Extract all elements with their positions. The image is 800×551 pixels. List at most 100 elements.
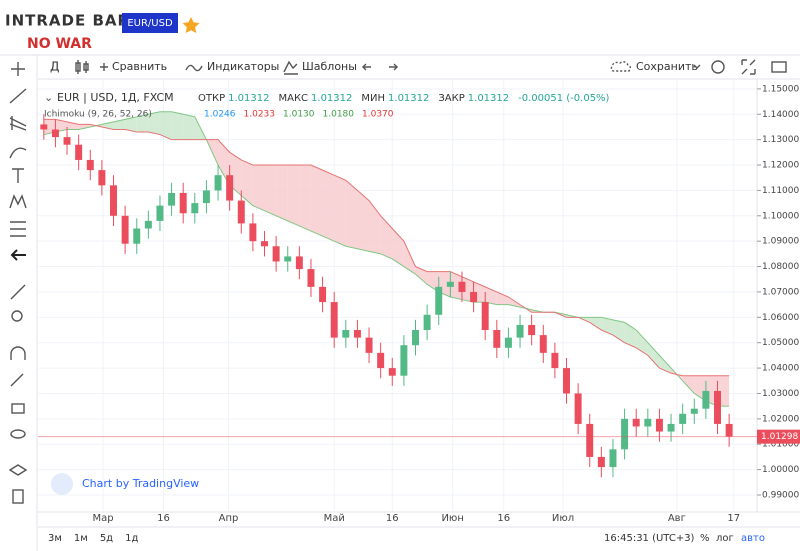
- candle-body: [214, 175, 222, 191]
- tool-eye[interactable]: [10, 429, 26, 439]
- candle-body: [446, 281, 454, 287]
- x-tick-label: Апр: [219, 513, 239, 524]
- tool-pattern[interactable]: [9, 194, 27, 209]
- interval[interactable]: Д: [50, 60, 59, 74]
- candle-body: [586, 423, 594, 457]
- candle-body: [435, 286, 443, 315]
- screenshot[interactable]: [771, 61, 787, 73]
- tool-text[interactable]: [12, 168, 24, 183]
- y-tick-label: 1.07000: [762, 287, 799, 297]
- cloud-fill: [589, 317, 602, 331]
- scale-option[interactable]: авто: [741, 533, 765, 544]
- legend-toggle[interactable]: ⌄: [44, 91, 53, 104]
- legend-field-label: ОТКР: [198, 93, 225, 104]
- tool-trash[interactable]: [12, 489, 24, 504]
- range-button[interactable]: 1м: [74, 533, 88, 544]
- tool-predict[interactable]: [10, 221, 26, 237]
- compare-icon[interactable]: [100, 63, 108, 71]
- cloud-fill: [136, 114, 149, 133]
- tool-fib[interactable]: [9, 116, 27, 131]
- candle-body: [412, 330, 419, 346]
- candle-body: [388, 368, 396, 376]
- candle-body: [202, 190, 210, 204]
- watermark-icon[interactable]: [51, 473, 73, 495]
- tool-magnet[interactable]: [10, 346, 26, 360]
- plot: 0.99000 1.00000 1.01000 1.02000 1.03000 1.040…: [38, 80, 800, 524]
- save[interactable]: Сохранить: [636, 60, 698, 73]
- y-tick-label: 1.12000: [762, 161, 799, 171]
- logo[interactable]: INTRADE BAR: [5, 12, 130, 30]
- range-button[interactable]: 3м: [48, 533, 62, 544]
- candle-body: [551, 352, 559, 369]
- candle-body: [121, 215, 129, 244]
- cloud-fill: [148, 111, 160, 135]
- watermark[interactable]: Chart by TradingView: [82, 477, 199, 490]
- candle-body: [75, 144, 83, 160]
- candle-body: [644, 418, 652, 427]
- candle-body: [481, 302, 489, 331]
- candle-body: [667, 423, 675, 432]
- redo[interactable]: [389, 63, 398, 71]
- range-button[interactable]: 1д: [125, 533, 138, 544]
- cloud-fill: [496, 291, 509, 305]
- x-tick-label: Июл: [552, 513, 574, 524]
- y-tick-label: 1.01000: [762, 440, 799, 450]
- pair-label[interactable]: EUR/USD: [127, 18, 173, 29]
- candle-body: [110, 185, 117, 216]
- cloud-fill: [264, 165, 277, 216]
- tool-zoom[interactable]: [11, 310, 23, 322]
- cloud-fill: [659, 355, 672, 374]
- y-tick-label: 1.06000: [762, 313, 799, 323]
- templates[interactable]: Шаблоны: [302, 60, 357, 73]
- y-tick-label: 1.08000: [762, 262, 799, 272]
- cloud-fill: [159, 111, 172, 140]
- tool-layers[interactable]: [8, 464, 28, 476]
- save-menu[interactable]: [693, 64, 701, 69]
- legend-field-label: МИН: [361, 93, 385, 104]
- candle-body: [725, 423, 733, 437]
- candle-body: [493, 330, 501, 348]
- candle-body: [690, 408, 698, 414]
- pair-button[interactable]: [122, 13, 178, 33]
- tool-cross[interactable]: [11, 62, 25, 76]
- symbol: EUR | USD, 1Д, FXCM: [57, 91, 174, 104]
- candle-body: [423, 314, 431, 331]
- indicators-icon[interactable]: [185, 64, 203, 72]
- tool-ruler[interactable]: [10, 284, 26, 300]
- tool-line[interactable]: [9, 88, 27, 104]
- tool-pencil[interactable]: [10, 373, 24, 387]
- y-tick-label: 1.09000: [762, 237, 799, 247]
- tool-lock[interactable]: [11, 403, 25, 414]
- cloud-fill: [55, 119, 68, 133]
- templates-icon[interactable]: [283, 60, 298, 75]
- save-icon[interactable]: [610, 61, 631, 72]
- candle-body: [655, 418, 663, 432]
- candle-body: [458, 281, 466, 292]
- tool-back[interactable]: [10, 249, 26, 261]
- y-tick-label: 1.03000: [762, 389, 799, 399]
- cloud-fill: [299, 165, 311, 232]
- chart-type-icon[interactable]: [75, 60, 89, 74]
- cloud-fill: [392, 228, 404, 267]
- undo[interactable]: [362, 63, 371, 71]
- indicators[interactable]: Индикаторы: [207, 60, 279, 73]
- cloud-fill: [125, 116, 137, 133]
- range-button[interactable]: 5д: [100, 533, 113, 544]
- settings[interactable]: [711, 60, 725, 74]
- candle-body: [621, 418, 629, 450]
- fullscreen[interactable]: [741, 59, 756, 75]
- scale-option[interactable]: лог: [716, 533, 734, 544]
- favorite-star[interactable]: [182, 17, 200, 33]
- candle-body: [342, 330, 350, 338]
- cloud-fill: [67, 121, 79, 130]
- cloud-fill: [310, 165, 323, 237]
- scale-option[interactable]: %: [700, 533, 710, 544]
- x-tick-label: Авг: [668, 513, 686, 524]
- compare[interactable]: Сравнить: [112, 60, 167, 73]
- tool-brush[interactable]: [9, 147, 27, 159]
- ichimoku-label: Ichimoku (9, 26, 52, 26): [44, 110, 152, 120]
- candle-body: [226, 175, 234, 201]
- candle-body: [98, 170, 106, 186]
